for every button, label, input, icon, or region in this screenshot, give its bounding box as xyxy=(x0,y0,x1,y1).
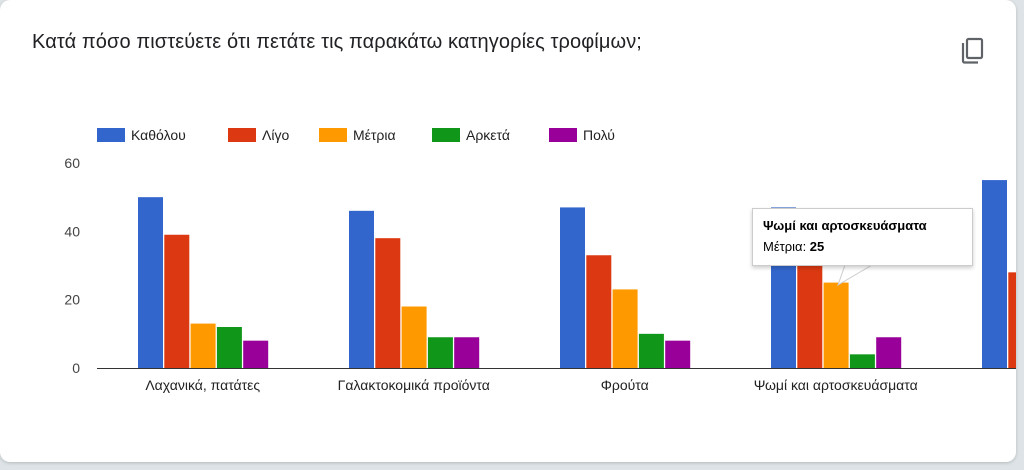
x-tick-label: Ψωμί και αρτοσκευάσματα xyxy=(754,377,918,393)
bar xyxy=(164,234,190,368)
bar xyxy=(638,333,664,368)
bar xyxy=(216,327,242,368)
legend-label: Αρκετά xyxy=(466,127,510,143)
legend-label: Μέτρια xyxy=(353,127,396,143)
tooltip-value: 25 xyxy=(809,239,825,254)
bar xyxy=(375,238,401,368)
bar xyxy=(427,337,453,368)
x-tick-label: Γαλακτοκομικά προϊόντα xyxy=(338,377,490,393)
copy-icon xyxy=(961,37,984,64)
tooltip-separator: : xyxy=(802,239,810,254)
legend-swatch xyxy=(228,128,256,142)
bar xyxy=(349,210,374,368)
bar xyxy=(190,323,216,368)
tooltip-category: Ψωμί και αρτοσκευάσματα xyxy=(763,218,927,233)
tooltip-pointer xyxy=(837,264,873,287)
bar xyxy=(401,306,427,368)
bar xyxy=(560,207,585,368)
legend-label: Λίγο xyxy=(262,127,289,143)
x-tick-label: Λαχανικά, πατάτες xyxy=(145,377,260,393)
legend-swatch xyxy=(97,128,125,142)
x-tick-label: Φρούτα xyxy=(601,377,649,393)
bar xyxy=(797,262,823,368)
bar xyxy=(665,340,691,368)
bar xyxy=(982,180,1007,368)
bar xyxy=(876,337,902,368)
bar xyxy=(243,340,269,368)
legend-swatch xyxy=(549,128,577,142)
legend-swatch xyxy=(319,128,347,142)
bar xyxy=(823,282,849,368)
y-tick-label: 0 xyxy=(72,360,80,376)
bar xyxy=(612,289,638,368)
legend-label: Καθόλου xyxy=(131,127,186,143)
y-tick-label: 40 xyxy=(64,223,80,239)
tooltip-line: Μέτρια: 25 xyxy=(763,239,962,254)
tooltip-series: Μέτρια xyxy=(763,239,803,254)
legend-swatch xyxy=(432,128,460,142)
chart-tooltip: Ψωμί και αρτοσκευάσματα Μέτρια: 25 xyxy=(752,208,973,266)
bar xyxy=(849,354,875,368)
bar xyxy=(138,197,163,368)
chart-card: Κατά πόσο πιστεύετε ότι πετάτε τις παρακ… xyxy=(0,0,1016,462)
copy-chart-button[interactable] xyxy=(954,28,994,68)
legend-label: Πολύ xyxy=(583,127,615,143)
y-tick-label: 20 xyxy=(64,292,80,308)
y-tick-label: 60 xyxy=(64,155,80,171)
bar xyxy=(454,337,480,368)
bar xyxy=(586,255,612,368)
bar xyxy=(1008,272,1016,368)
bar-chart: 0 20 40 60 Λαχανικά, πατάτες Γαλακτοκομικά πρ… xyxy=(64,127,1016,393)
question-title: Κατά πόσο πιστεύετε ότι πετάτε τις παρακ… xyxy=(32,31,642,53)
